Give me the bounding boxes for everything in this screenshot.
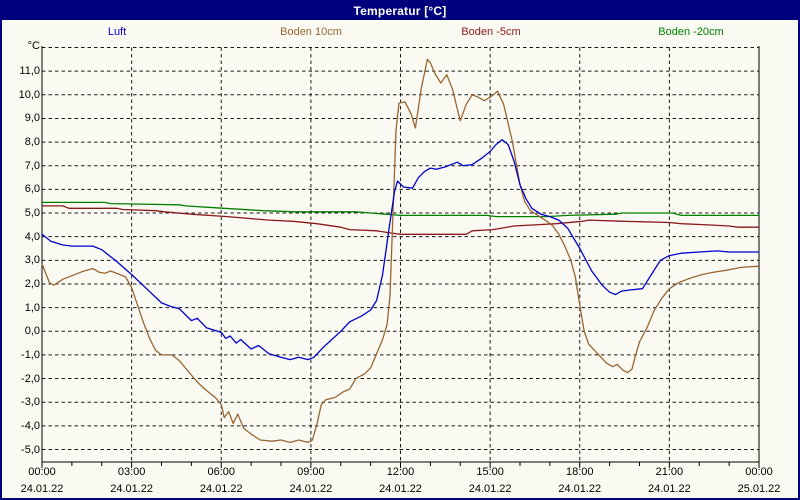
window-title: Temperatur [°C] <box>353 4 447 18</box>
y-axis-tick-label: 8,0 <box>24 136 40 149</box>
x-axis-time-label: 21:00 <box>655 466 684 478</box>
legend-item-luft: Luft <box>107 26 127 38</box>
y-axis-tick-label: 11,0 <box>19 65 40 78</box>
y-axis-tick-label: -2,0 <box>21 372 40 385</box>
legend-item-boden-5cm: Boden -5cm <box>461 26 521 38</box>
x-axis-time-label: 06:00 <box>207 466 236 478</box>
y-axis-tick-label: 4,0 <box>24 230 40 243</box>
y-axis-tick-label: 5,0 <box>24 207 40 220</box>
y-axis-tick-label: -5,0 <box>21 443 40 456</box>
y-axis-unit-label: °C <box>27 40 40 52</box>
x-axis-date-label: 24.01.22 <box>558 483 602 495</box>
legend-item-boden-10cm: Boden 10cm <box>280 26 342 38</box>
x-axis-time-label: 00:00 <box>745 466 773 478</box>
y-axis-tick-label: 7,0 <box>24 159 40 172</box>
x-axis-date-label: 25.01.22 <box>737 483 781 495</box>
x-axis-date-label: 24.01.22 <box>379 483 422 495</box>
x-axis-date-label: 24.01.22 <box>199 483 243 495</box>
x-axis-date-label: 24.01.22 <box>468 483 512 495</box>
x-axis-time-label: 03:00 <box>117 466 146 478</box>
series-line-boden-5cm <box>42 205 759 235</box>
y-axis-tick-label: 1,0 <box>24 301 40 314</box>
y-axis-tick-label: 9,0 <box>24 112 40 125</box>
y-axis-tick-label: 2,0 <box>24 277 40 290</box>
x-axis-time-label: 15:00 <box>476 466 504 478</box>
x-axis-date-label: 24.01.22 <box>647 483 691 495</box>
series-line-boden-10cm <box>41 58 760 444</box>
x-axis-time-label: 18:00 <box>565 466 594 478</box>
x-axis-time-label: 12:00 <box>386 466 415 478</box>
series-line-boden-20cm <box>42 201 759 218</box>
x-axis-time-label: 00:00 <box>28 466 56 478</box>
y-axis-tick-label: 6,0 <box>24 183 40 196</box>
y-axis-tick-label: -3,0 <box>21 396 40 409</box>
y-axis-tick-label: 3,0 <box>24 254 40 267</box>
y-axis-tick-label: 10,0 <box>18 88 40 101</box>
x-axis-date-label: 24.01.22 <box>110 483 154 495</box>
y-axis-tick-label: 0,0 <box>24 325 40 338</box>
series-line-luft <box>41 139 759 361</box>
y-axis-tick-label: -4,0 <box>21 419 40 432</box>
y-axis-tick-label: -1,0 <box>21 348 40 361</box>
x-axis-time-label: 09:00 <box>297 466 325 478</box>
x-axis-date-label: 24.01.22 <box>289 483 333 495</box>
legend-item-boden-20cm: Boden -20cm <box>658 26 724 38</box>
title-bar: Temperatur [°C] <box>2 2 798 20</box>
x-axis-date-label: 24.01.22 <box>20 483 64 495</box>
